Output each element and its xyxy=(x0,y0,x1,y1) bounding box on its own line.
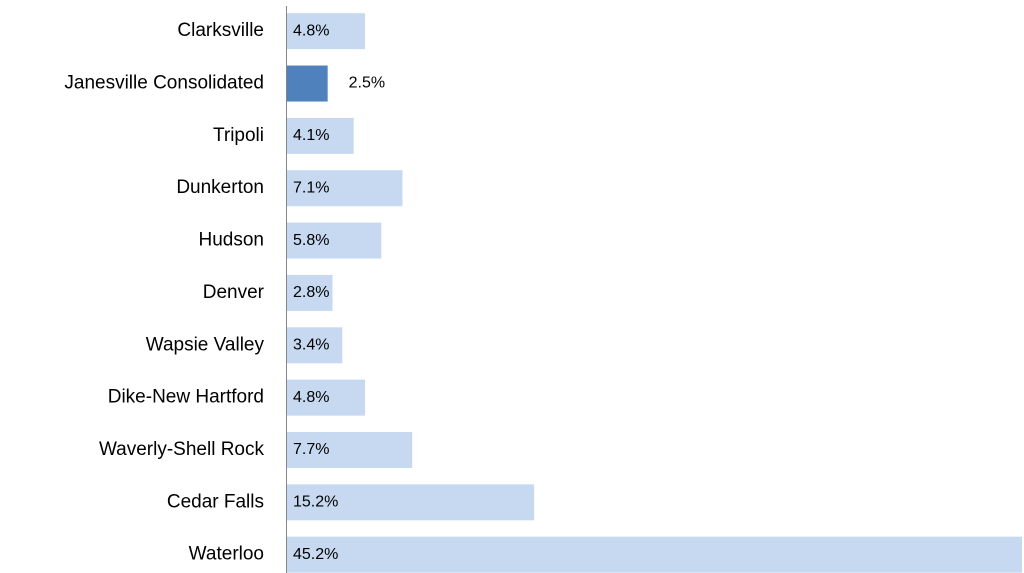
bar xyxy=(287,327,343,364)
value-label: 2.8% xyxy=(293,284,329,301)
category-label: Waterloo xyxy=(189,544,264,565)
bar xyxy=(287,536,1022,573)
category-label: Hudson xyxy=(199,230,265,251)
category-label: Waverly-Shell Rock xyxy=(99,439,265,460)
category-label: Clarksville xyxy=(177,20,264,41)
category-label: Dike-New Hartford xyxy=(108,387,264,408)
category-label: Wapsie Valley xyxy=(146,334,265,355)
value-label: 15.2% xyxy=(293,494,338,511)
category-label: Tripoli xyxy=(213,125,264,146)
value-label: 4.8% xyxy=(293,389,329,406)
bar xyxy=(287,222,382,259)
category-label: Denver xyxy=(203,282,265,303)
bar xyxy=(287,484,535,521)
value-label: 7.1% xyxy=(293,179,329,196)
bar xyxy=(287,379,366,416)
value-label: 5.8% xyxy=(293,232,329,249)
value-label: 7.7% xyxy=(293,441,329,458)
bar xyxy=(287,170,403,207)
bar xyxy=(287,117,354,154)
bar xyxy=(287,65,328,102)
category-label: Cedar Falls xyxy=(167,491,264,512)
bar xyxy=(287,274,333,311)
value-label: 4.1% xyxy=(293,127,329,144)
value-label: 2.5% xyxy=(349,75,385,92)
category-label: Dunkerton xyxy=(176,177,264,198)
category-label: Janesville Consolidated xyxy=(64,73,264,94)
bar xyxy=(287,13,366,50)
value-label: 3.4% xyxy=(293,336,329,353)
bar xyxy=(287,431,413,468)
value-label: 45.2% xyxy=(293,546,338,563)
value-label: 4.8% xyxy=(293,22,329,39)
